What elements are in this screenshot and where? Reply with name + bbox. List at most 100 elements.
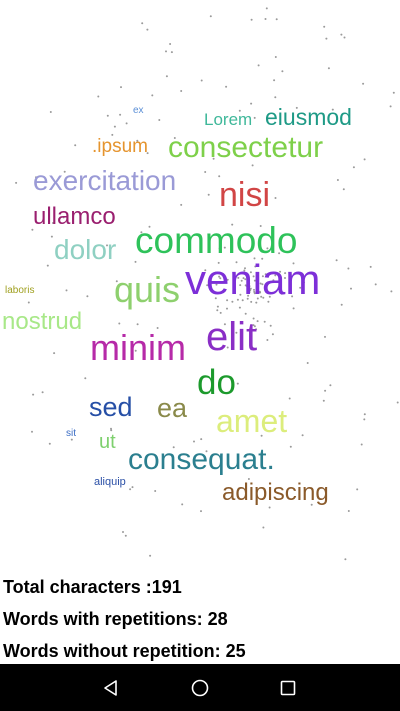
scatter-dot xyxy=(206,284,209,287)
scatter-dot xyxy=(86,295,89,298)
word-aliquip: aliquip xyxy=(94,476,126,488)
scatter-dot xyxy=(156,327,159,329)
scatter-dot xyxy=(216,305,219,308)
scatter-dot xyxy=(275,18,278,21)
scatter-dot xyxy=(115,280,118,283)
scatter-dot xyxy=(242,277,245,280)
scatter-dot xyxy=(118,322,121,325)
scatter-dot xyxy=(253,279,256,282)
scatter-dot xyxy=(325,37,328,40)
scatter-dot xyxy=(356,488,359,491)
scatter-dot xyxy=(249,289,252,292)
scatter-dot xyxy=(74,144,77,147)
scatter-dot xyxy=(336,179,339,181)
scatter-dot xyxy=(246,274,249,277)
scatter-dot xyxy=(279,270,282,273)
scatter-dot xyxy=(256,297,259,300)
words-without-repetition-label: Words without repetition: 25 xyxy=(3,641,246,661)
scatter-dot xyxy=(216,309,219,312)
scatter-dot xyxy=(253,257,256,260)
scatter-dot xyxy=(70,438,73,441)
scatter-dot xyxy=(243,269,246,272)
scatter-dot xyxy=(125,122,128,125)
scatter-dot xyxy=(235,331,238,334)
scatter-dot xyxy=(247,294,250,297)
scatter-dot xyxy=(347,267,350,270)
scatter-dot xyxy=(343,36,346,39)
scatter-dot xyxy=(205,450,208,453)
scatter-dot xyxy=(284,277,286,279)
scatter-dot xyxy=(124,534,127,537)
scatter-dot xyxy=(264,273,267,276)
scatter-dot xyxy=(292,307,295,310)
scatter-dot xyxy=(252,317,255,320)
scatter-dot xyxy=(226,307,228,310)
scatter-dot xyxy=(363,158,366,161)
scatter-dot xyxy=(289,445,292,448)
word-sed: sed xyxy=(89,392,133,422)
scatter-dot xyxy=(238,306,241,309)
scatter-dot xyxy=(362,82,365,85)
scatter-dot xyxy=(149,282,152,285)
scatter-dot xyxy=(331,108,334,111)
scatter-dot xyxy=(268,295,271,298)
recents-button[interactable] xyxy=(264,664,312,711)
scatter-dot xyxy=(226,299,229,302)
scatter-dot xyxy=(347,510,350,512)
scatter-dot xyxy=(119,113,122,116)
scatter-dot xyxy=(340,33,343,36)
scatter-dot xyxy=(122,531,124,533)
scatter-dot xyxy=(106,244,108,247)
scatter-dot xyxy=(146,152,149,155)
scatter-dot xyxy=(306,362,309,364)
scatter-dot xyxy=(261,257,264,260)
home-button[interactable] xyxy=(176,664,224,711)
scatter-dot xyxy=(253,288,255,291)
word-exercitation: exercitation xyxy=(33,165,177,196)
scatter-dot xyxy=(111,133,114,136)
scatter-dot xyxy=(249,287,252,290)
scatter-dot xyxy=(48,442,51,445)
scatter-dot xyxy=(214,297,217,300)
scatter-dot xyxy=(181,503,184,506)
scatter-dot xyxy=(272,279,275,282)
scatter-dot xyxy=(154,490,157,492)
scatter-dot xyxy=(180,90,183,92)
scatter-dot xyxy=(266,247,269,250)
scatter-dot xyxy=(323,25,326,28)
scatter-dot xyxy=(231,300,234,303)
scatter-dot xyxy=(173,137,176,139)
scatter-dot xyxy=(218,247,221,250)
scatter-dot xyxy=(219,277,222,280)
scatter-dot xyxy=(166,288,169,291)
scatter-dot xyxy=(248,285,251,288)
scatter-dot xyxy=(274,274,277,277)
scatter-dot xyxy=(360,443,363,446)
scatter-dot xyxy=(255,301,258,304)
scatter-dot xyxy=(253,116,256,119)
scatter-dot xyxy=(284,272,287,275)
scatter-dot xyxy=(374,283,377,286)
word-nisi: nisi xyxy=(219,176,271,214)
scatter-dot xyxy=(250,102,253,105)
scatter-dot xyxy=(301,434,304,437)
scatter-dot xyxy=(50,235,53,238)
word-do: do xyxy=(197,363,236,402)
scatter-dot xyxy=(31,430,33,433)
scatter-dot xyxy=(259,291,262,294)
scatter-dot xyxy=(84,377,87,380)
scatter-dot xyxy=(158,119,161,121)
scatter-dot xyxy=(110,429,113,432)
word-eiusmod: eiusmod xyxy=(265,104,352,130)
scatter-dot xyxy=(303,281,305,284)
scatter-dot xyxy=(281,70,284,73)
scatter-dot xyxy=(46,264,49,267)
word-consequat: consequat. xyxy=(128,443,275,476)
scatter-dot xyxy=(310,503,313,506)
scatter-dot xyxy=(106,114,109,117)
scatter-dot xyxy=(140,231,143,234)
scatter-dot xyxy=(274,197,277,199)
back-button[interactable] xyxy=(87,664,135,711)
scatter-dot xyxy=(260,434,263,437)
scatter-dot xyxy=(204,171,207,173)
